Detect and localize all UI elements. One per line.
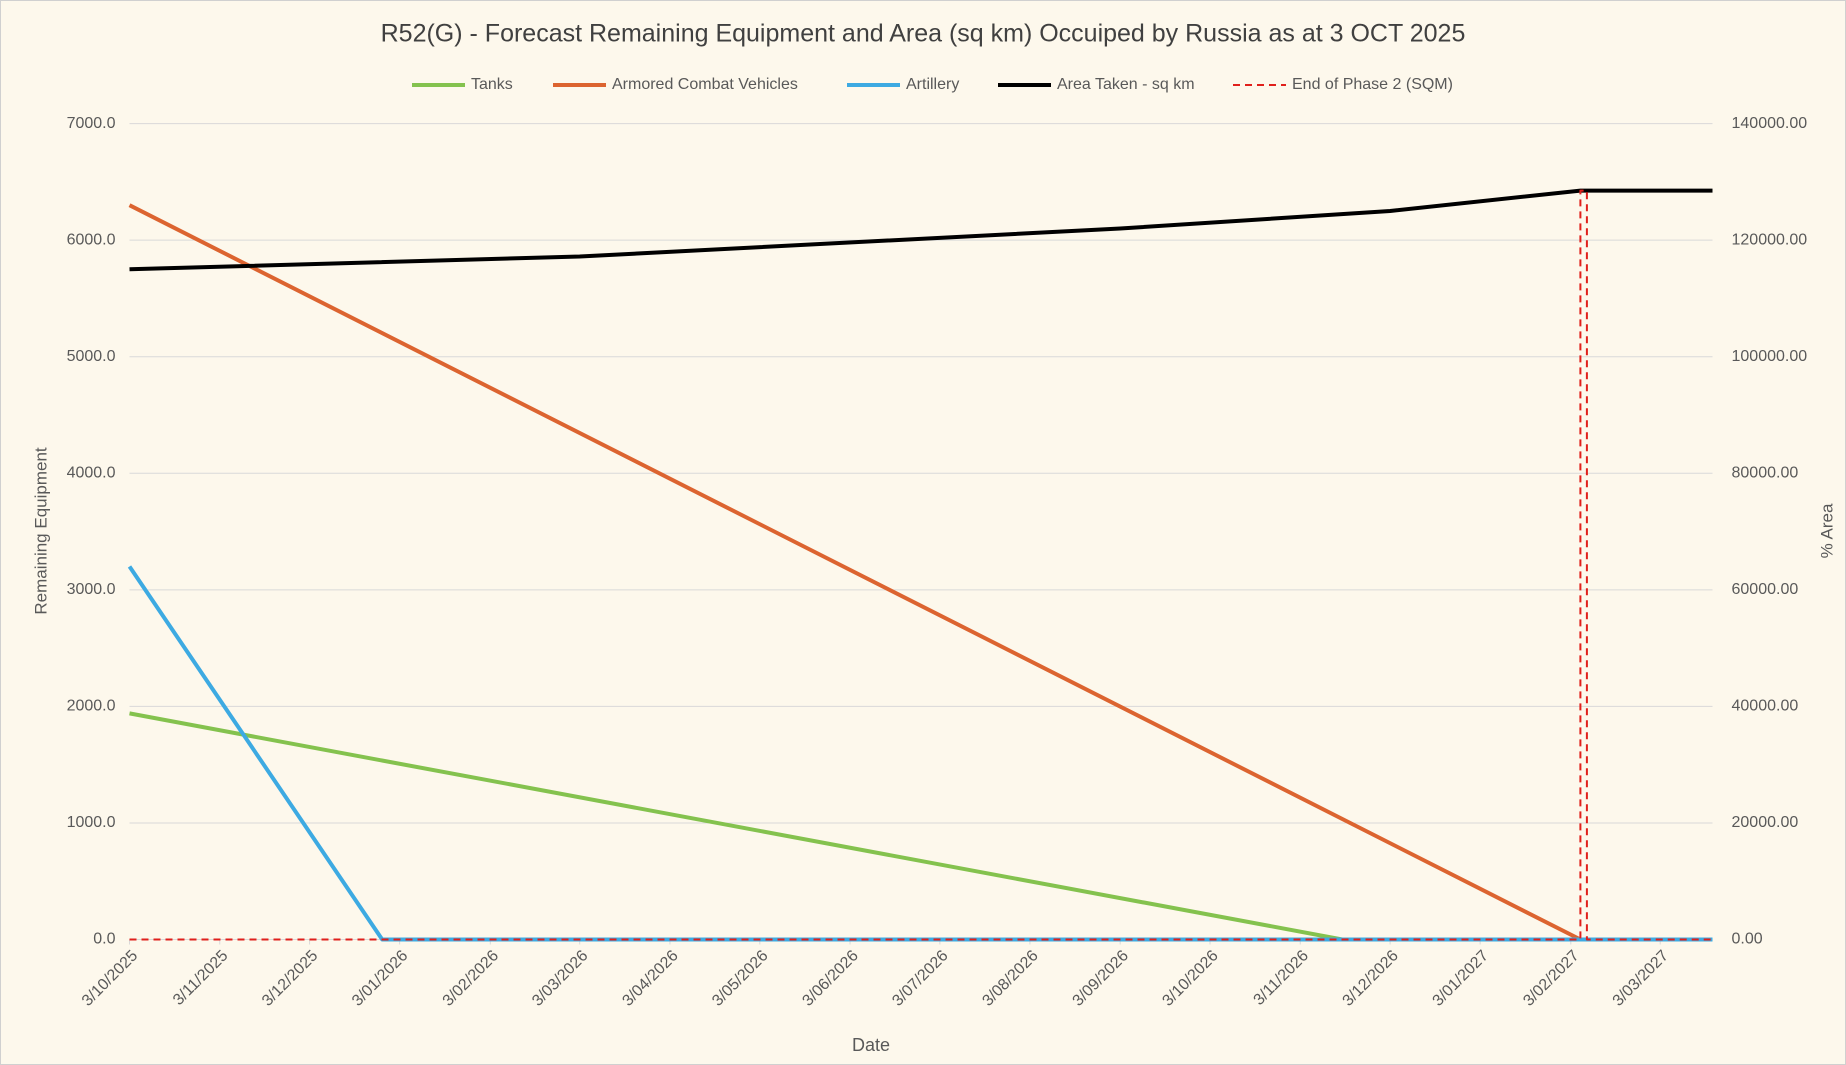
y2-axis-title: % Area [1817, 503, 1836, 558]
y2-tick-label: 100000.00 [1732, 348, 1808, 365]
y-tick-label: 4000.0 [67, 464, 116, 481]
y-tick-label: 3000.0 [67, 581, 116, 598]
legend-label: Tanks [471, 76, 513, 93]
legend-label: Artillery [906, 76, 959, 93]
legend-label: Area Taken - sq km [1057, 76, 1195, 93]
series-line [129, 189, 1713, 941]
y-tick-label: 2000.0 [67, 698, 116, 715]
y-axis-title: Remaining Equipment [31, 447, 50, 615]
legend-label: End of Phase 2 (SQM) [1292, 76, 1453, 93]
y-tick-label: 1000.0 [67, 814, 116, 831]
y2-tick-label: 40000.00 [1732, 698, 1799, 715]
y-tick-label: 5000.0 [67, 348, 116, 365]
x-axis-title: Date [852, 1035, 890, 1055]
y-tick-label: 6000.0 [67, 231, 116, 248]
y-tick-label: 7000.0 [67, 115, 116, 132]
chart-title: R52(G) - Forecast Remaining Equipment an… [381, 20, 1466, 48]
y-tick-label: 0.0 [93, 931, 115, 948]
y2-tick-label: 80000.00 [1732, 464, 1799, 481]
series-line [129, 188, 1713, 272]
y2-tick-label: 140000.00 [1732, 115, 1808, 132]
y2-tick-label: 60000.00 [1732, 581, 1799, 598]
y2-tick-label: 20000.00 [1732, 814, 1799, 831]
y2-tick-label: 0.00 [1732, 931, 1763, 948]
y2-tick-label: 120000.00 [1732, 231, 1808, 248]
legend-label: Armored Combat Vehicles [612, 76, 798, 93]
